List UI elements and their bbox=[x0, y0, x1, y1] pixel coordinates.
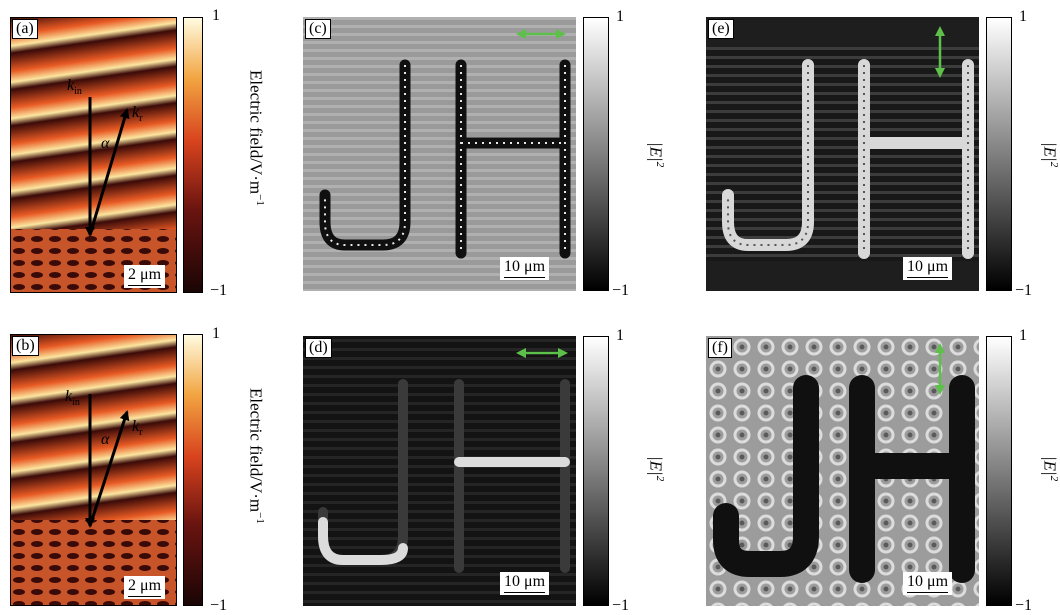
colorbar-c-max: 1 bbox=[616, 8, 624, 25]
colorbar-c bbox=[583, 17, 609, 291]
colorbar-e-min: −1 bbox=[1015, 282, 1033, 299]
colorbar-b-title: Electric field/V·m−1 bbox=[246, 388, 266, 524]
panel-c-intensity-map: (c) 10 μm bbox=[303, 17, 576, 291]
colorbar-e-max: 1 bbox=[1019, 8, 1027, 25]
k-r-label-a: kr bbox=[132, 104, 143, 125]
panel-b-label: (b) bbox=[12, 336, 39, 356]
colorbar-d bbox=[583, 336, 609, 606]
k-in-label-a: kin bbox=[67, 77, 82, 98]
panel-c-label: (c) bbox=[305, 19, 331, 39]
alpha-label-a: α bbox=[101, 135, 110, 152]
panel-e-label: (e) bbox=[708, 19, 734, 39]
colorbar-d-min: −1 bbox=[612, 597, 630, 614]
panel-d-label: (d) bbox=[305, 338, 332, 358]
colorbar-a-max: 1 bbox=[212, 7, 220, 24]
colorbar-f-min: −1 bbox=[1015, 597, 1033, 614]
colorbar-a-min: −1 bbox=[210, 282, 228, 299]
colorbar-a bbox=[183, 17, 203, 293]
panel-b-field-map: (b) kin kr α 2 μm bbox=[10, 334, 177, 606]
scale-bar-a: 2 μm bbox=[124, 265, 166, 288]
panel-f-label: (f) bbox=[708, 338, 732, 358]
colorbar-f-title: |E|2 bbox=[1040, 456, 1060, 482]
scale-bar-b: 2 μm bbox=[124, 576, 166, 599]
colorbar-b-max: 1 bbox=[212, 325, 220, 342]
colorbar-d-max: 1 bbox=[616, 327, 624, 344]
colorbar-b-min: −1 bbox=[210, 597, 228, 614]
colorbar-f-max: 1 bbox=[1019, 327, 1027, 344]
scale-bar-f: 10 μm bbox=[903, 572, 953, 595]
panel-a-label: (a) bbox=[12, 19, 38, 39]
panel-f-intensity-map: (f) 10 μm bbox=[706, 336, 979, 606]
panel-e-intensity-map: (e) 10 μm bbox=[706, 17, 979, 291]
k-r-label-b: kr bbox=[132, 418, 143, 439]
colorbar-c-title: |E|2 bbox=[646, 142, 666, 168]
colorbar-c-min: −1 bbox=[612, 282, 630, 299]
k-in-label-b: kin bbox=[65, 388, 80, 409]
colorbar-d-title: |E|2 bbox=[646, 456, 666, 482]
alpha-label-b: α bbox=[101, 431, 110, 448]
scale-bar-e: 10 μm bbox=[903, 257, 953, 280]
scale-bar-d: 10 μm bbox=[500, 572, 550, 595]
panel-d-intensity-map: (d) 10 μm bbox=[303, 336, 576, 606]
colorbar-e bbox=[986, 17, 1012, 291]
colorbar-e-title: |E|2 bbox=[1040, 142, 1060, 168]
colorbar-a-title: Electric field/V·m−1 bbox=[246, 70, 266, 206]
colorbar-f bbox=[986, 336, 1012, 606]
panel-a-field-map: (a) kin kr α 2 μm bbox=[10, 17, 177, 293]
colorbar-b bbox=[183, 334, 203, 606]
scale-bar-c: 10 μm bbox=[500, 257, 550, 280]
